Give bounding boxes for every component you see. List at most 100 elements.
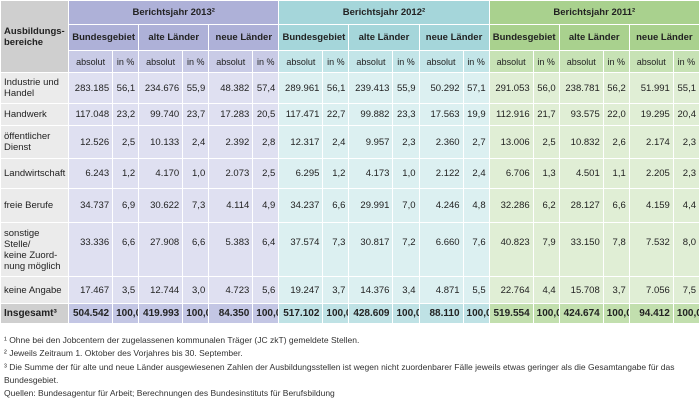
- cell: 12.317: [278, 125, 324, 159]
- total-cell: 100,0: [672, 303, 700, 324]
- cell: 1,0: [392, 158, 420, 189]
- region-header: neue Länder: [418, 24, 490, 51]
- cell: 33.336: [68, 222, 114, 277]
- cell: 6,6: [322, 188, 350, 223]
- data-row: Industrie und Handel 283.185 56,1 234.676 55…: [0, 72, 700, 104]
- cell: 7,3: [182, 188, 210, 223]
- cell: 30.622: [138, 188, 184, 223]
- cell: 4,4: [672, 188, 700, 223]
- cell: 23,3: [392, 103, 420, 126]
- cell: 51.991: [628, 72, 674, 104]
- cell: 117.048: [68, 103, 114, 126]
- unit-header: in %: [602, 50, 630, 73]
- cell: 2,3: [672, 158, 700, 189]
- cell: 6,2: [532, 188, 560, 223]
- cell: 6.660: [418, 222, 464, 277]
- cell: 10.133: [138, 125, 184, 159]
- data-table: Ausbildungs- bereiche Berichtsjahr 2013² B…: [0, 0, 700, 324]
- cell: 6,4: [252, 222, 280, 277]
- unit-header: in %: [672, 50, 700, 73]
- cell: 2,6: [602, 125, 630, 159]
- group-title: Berichtsjahr 2012²: [278, 0, 490, 25]
- footnote: ¹ Ohne bei den Jobcentern der zugelassen…: [4, 335, 360, 345]
- total-cell: 84.350: [208, 303, 254, 324]
- row-label: Landwirtschaft: [0, 158, 70, 189]
- total-cell: 519.554: [488, 303, 534, 324]
- footnote: Quellen: Bundesagentur für Arbeit; Berec…: [4, 388, 335, 399]
- cell: 7.532: [628, 222, 674, 277]
- total-label: Insgesamt³: [0, 303, 70, 324]
- total-row: Insgesamt³ 504.542 100,0 419.993 100,0 84.350…: [0, 303, 700, 324]
- cell: 23,7: [182, 103, 210, 126]
- total-cell: 88.110: [418, 303, 464, 324]
- unit-header: in %: [252, 50, 280, 73]
- cell: 7,5: [672, 276, 700, 304]
- cell: 99.740: [138, 103, 184, 126]
- cell: 283.185: [68, 72, 114, 104]
- total-cell: 100,0: [602, 303, 630, 324]
- total-cell: 424.674: [558, 303, 604, 324]
- cell: 4.170: [138, 158, 184, 189]
- cell: 19.295: [628, 103, 674, 126]
- cell: 27.908: [138, 222, 184, 277]
- region-header: neue Länder: [208, 24, 280, 51]
- unit-header: absolut: [558, 50, 604, 73]
- row-label: Handwerk: [0, 103, 70, 126]
- cell: 2,4: [182, 125, 210, 159]
- total-cell: 100,0: [462, 303, 490, 324]
- cell: 2.205: [628, 158, 674, 189]
- region-header: alte Länder: [558, 24, 630, 51]
- cell: 2,4: [322, 125, 350, 159]
- row-label: keine Angabe: [0, 276, 70, 304]
- cell: 2.392: [208, 125, 254, 159]
- cell: 29.991: [348, 188, 394, 223]
- cell: 289.961: [278, 72, 324, 104]
- cell: 20,5: [252, 103, 280, 126]
- cell: 7,2: [392, 222, 420, 277]
- data-row: sonstige Stelle/ keine Zuord- nung mögli…: [0, 222, 700, 277]
- cell: 6,6: [112, 222, 140, 277]
- cell: 57,4: [252, 72, 280, 104]
- cell: 34.737: [68, 188, 114, 223]
- cell: 7,3: [322, 222, 350, 277]
- cell: 3,7: [602, 276, 630, 304]
- cell: 9.957: [348, 125, 394, 159]
- unit-header: absolut: [418, 50, 464, 73]
- cell: 2,5: [112, 125, 140, 159]
- cell: 13.006: [488, 125, 534, 159]
- unit-header: in %: [322, 50, 350, 73]
- cell: 4.871: [418, 276, 464, 304]
- region-header: Bundesgebiet: [488, 24, 560, 51]
- cell: 56,0: [532, 72, 560, 104]
- total-cell: 517.102: [278, 303, 324, 324]
- cell: 7,6: [462, 222, 490, 277]
- region-header: Bundesgebiet: [278, 24, 350, 51]
- cell: 34.237: [278, 188, 324, 223]
- data-row: Handwerk 117.048 23,2 99.740 23,7 17.283 20,5 1…: [0, 103, 700, 126]
- unit-header: in %: [182, 50, 210, 73]
- cell: 14.376: [348, 276, 394, 304]
- total-cell: 94.412: [628, 303, 674, 324]
- cell: 33.150: [558, 222, 604, 277]
- cell: 4.246: [418, 188, 464, 223]
- cell: 2.122: [418, 158, 464, 189]
- cell: 2,5: [532, 125, 560, 159]
- cell: 12.526: [68, 125, 114, 159]
- cell: 6,6: [602, 188, 630, 223]
- cell: 50.292: [418, 72, 464, 104]
- cell: 7.056: [628, 276, 674, 304]
- unit-header: absolut: [68, 50, 114, 73]
- data-row: Landwirtschaft 6.243 1,2 4.170 1,0 2.073 2,5 6.…: [0, 158, 700, 189]
- cell: 4.114: [208, 188, 254, 223]
- cell: 5,6: [252, 276, 280, 304]
- cell: 22,7: [322, 103, 350, 126]
- cell: 291.053: [488, 72, 534, 104]
- unit-header: in %: [532, 50, 560, 73]
- cell: 40.823: [488, 222, 534, 277]
- total-cell: 100,0: [392, 303, 420, 324]
- region-header-row: Bundesgebiet alte Länder neue Länder Bundes…: [1, 24, 700, 51]
- unit-header: absolut: [138, 50, 184, 73]
- unit-header-row: absolut in % absolut in % absolut in % absolut…: [1, 50, 700, 73]
- cell: 2,8: [252, 125, 280, 159]
- data-row: keine Angabe 17.467 3,5 12.744 3,0 4.723 5,6 19…: [0, 276, 700, 304]
